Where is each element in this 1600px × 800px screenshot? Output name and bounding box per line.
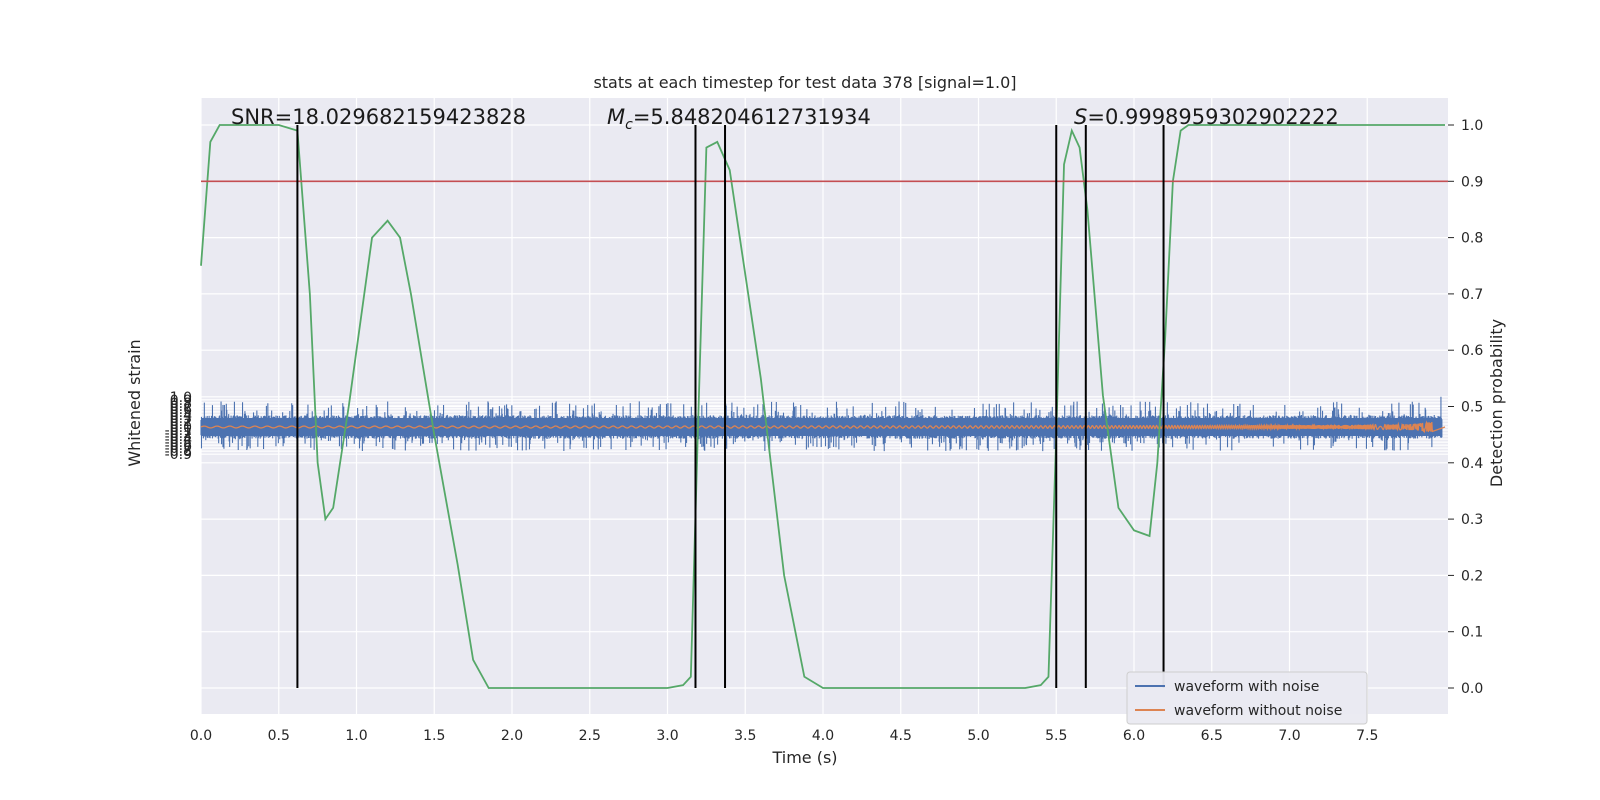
legend: waveform with noise waveform without noi…: [1126, 671, 1368, 725]
chirp-mass-value: =5.848204612731934: [633, 105, 871, 129]
significance-value: =0.9998959302902222: [1087, 105, 1338, 129]
y-right-tick-label: 0.8: [1461, 231, 1483, 247]
x-tick-label: 4.0: [812, 728, 834, 744]
y-right-tick-label: 0.4: [1461, 456, 1483, 472]
y-right-tick-label: 0.0: [1461, 681, 1483, 697]
y-right-tick-label: 0.5: [1461, 400, 1483, 416]
x-tick-label: 5.0: [967, 728, 989, 744]
y-tick-label: 0.8: [170, 396, 192, 412]
y-right-tick-label: 0.3: [1461, 512, 1483, 528]
significance-symbol: S: [1074, 105, 1087, 129]
y-tick-label: 1.0: [170, 390, 192, 406]
chart-title: stats at each timestep for test data 378…: [593, 73, 1016, 92]
y-right-tick-label: 1.0: [1461, 118, 1483, 134]
chirp-trace: [200, 420, 1446, 434]
vertical-markers: [296, 125, 1165, 688]
y-right-tick-label: 0.1: [1461, 625, 1483, 641]
y-tick-label: -0.8: [165, 444, 192, 460]
y-tick-label: 0.6: [170, 402, 192, 418]
y-tick-label: -0.2: [165, 426, 192, 442]
chirp-mass-annotation: Mc=5.848204612731934: [607, 105, 871, 133]
y-right-tick-label: 0.2: [1461, 568, 1483, 584]
x-tick-label: 6.0: [1123, 728, 1145, 744]
y-tick-label: 0.1: [170, 417, 192, 433]
x-tick-label: 7.0: [1278, 728, 1300, 744]
x-tick-label: 2.0: [501, 728, 523, 744]
y-tick-label: -0.1: [165, 423, 192, 439]
chirp-mass-symbol: M: [607, 105, 625, 129]
y-tick-label: -0.5: [165, 435, 192, 451]
waveform-without-noise-series: [200, 420, 1446, 434]
x-tick-label: 7.5: [1356, 728, 1378, 744]
x-tick-label: 3.0: [656, 728, 678, 744]
y-tick-label: -0.4: [165, 432, 192, 448]
y-tick-label: -0.9: [165, 447, 192, 463]
y-right-tick-label: 0.9: [1461, 174, 1483, 190]
x-axis-label: Time (s): [771, 748, 837, 767]
y-right-tick-label: 0.6: [1461, 343, 1483, 359]
y-tick-label: 0.9: [170, 393, 192, 409]
axis-ticks: 0.0 0.5 1.0 1.5 2.0 2.5 3.0 3.5 4.0 4.5 5.0 5.5 6.0 6…: [165, 118, 1484, 744]
y-tick-label: -0.3: [165, 429, 192, 445]
probability-trace: [200, 124, 1445, 689]
y-tick-label: 0.4: [170, 408, 192, 424]
x-tick-label: 4.5: [890, 728, 912, 744]
legend-label-clean: waveform without noise: [1174, 703, 1342, 719]
x-tick-label: 1.0: [345, 728, 367, 744]
x-tick-label: 0.0: [190, 728, 212, 744]
y-axis-label: Whitened strain: [125, 339, 144, 466]
x-tick-label: 0.5: [268, 728, 290, 744]
y-tick-label: 0.0: [170, 420, 192, 436]
x-tick-label: 1.5: [423, 728, 445, 744]
y-tick-label: 0.2: [170, 414, 192, 430]
snr-annotation: SNR=18.029682159423828: [231, 105, 526, 129]
detection-probability-series: [200, 124, 1445, 689]
x-tick-label: 3.5: [734, 728, 756, 744]
y-tick-label: -0.7: [165, 441, 192, 457]
y-tick-label: 0.7: [170, 399, 192, 415]
legend-label-noise: waveform with noise: [1174, 679, 1319, 695]
y-right-tick-label: 0.7: [1461, 287, 1483, 303]
y-axis-right-label: Detection probability: [1487, 319, 1506, 487]
x-tick-label: 5.5: [1045, 728, 1067, 744]
x-tick-label: 2.5: [579, 728, 601, 744]
y-tick-label: 0.5: [170, 405, 192, 421]
x-tick-label: 6.5: [1201, 728, 1223, 744]
chirp-mass-subscript: c: [625, 117, 633, 133]
significance-annotation: S=0.9998959302902222: [1074, 105, 1339, 129]
legend-box: [1126, 671, 1368, 725]
y-tick-label: -0.6: [165, 438, 192, 454]
y-tick-label: 0.3: [170, 411, 192, 427]
